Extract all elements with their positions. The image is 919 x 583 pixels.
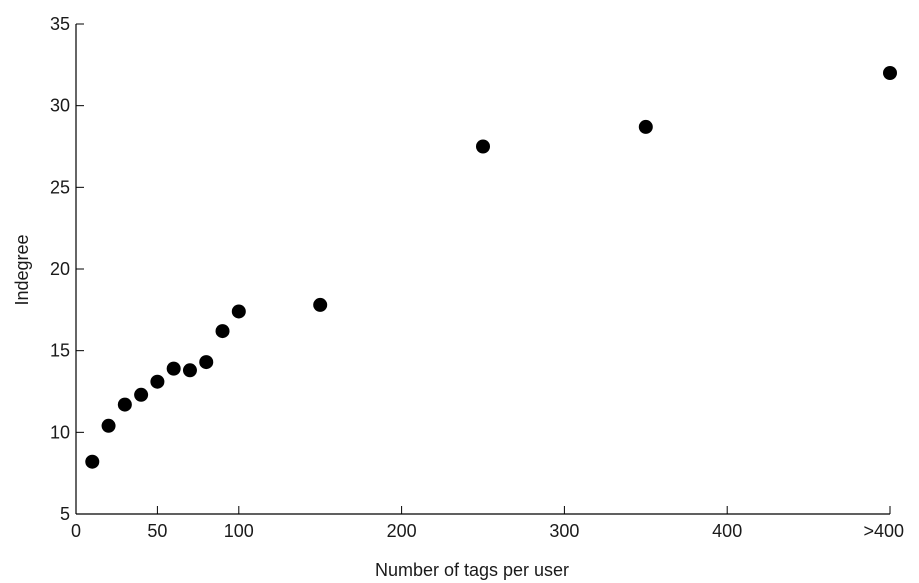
y-tick-label: 10	[50, 422, 70, 442]
x-tick-label: 100	[224, 521, 254, 541]
data-point	[313, 297, 328, 312]
data-point	[199, 355, 214, 370]
x-tick-label: 300	[549, 521, 579, 541]
x-tick-label: 400	[712, 521, 742, 541]
data-point	[134, 387, 149, 402]
data-point	[101, 418, 116, 433]
x-tick-label: 200	[387, 521, 417, 541]
x-axis-ticks: 0 50 100 200 300 400 >400	[71, 506, 904, 541]
data-point	[231, 304, 246, 319]
data-point	[476, 139, 490, 154]
y-tick-label: 30	[50, 96, 70, 116]
data-point	[883, 66, 897, 80]
y-tick-label: 35	[50, 14, 70, 34]
data-points	[85, 66, 897, 469]
x-tick-label: 50	[147, 521, 167, 541]
x-tick-label: >400	[863, 521, 904, 541]
y-tick-label: 5	[60, 504, 70, 524]
data-point	[638, 119, 653, 134]
data-point	[215, 324, 230, 339]
data-point	[117, 397, 132, 412]
y-tick-label: 25	[50, 177, 70, 197]
y-axis-ticks: 5 10 15 20 25 30 35	[50, 14, 84, 524]
y-axis-label: Indegree	[12, 234, 32, 305]
plot-area: 5 10 15 20 25 30 35 0 50 100 200 300 400 >400	[50, 14, 904, 541]
data-point	[85, 454, 100, 469]
data-point	[150, 374, 165, 389]
x-axis-label: Number of tags per user	[375, 560, 569, 580]
x-tick-label: 0	[71, 521, 81, 541]
data-point	[182, 363, 197, 378]
data-point	[166, 361, 181, 376]
y-tick-label: 20	[50, 259, 70, 279]
y-tick-label: 15	[50, 341, 70, 361]
